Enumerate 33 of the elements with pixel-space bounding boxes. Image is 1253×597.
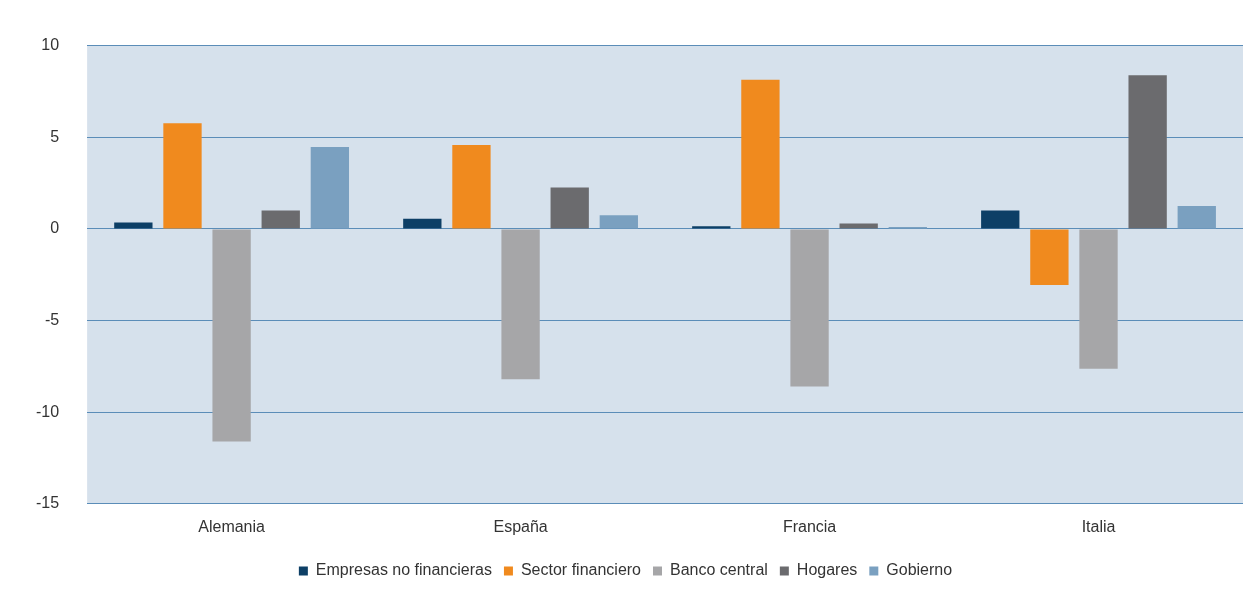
bar	[741, 79, 780, 229]
y-tick-label: -15	[36, 494, 60, 512]
y-tick-label: 0	[50, 219, 60, 237]
bar	[790, 229, 829, 387]
bar	[501, 229, 540, 380]
bar	[1030, 229, 1069, 285]
legend-label: Banco central	[670, 561, 768, 579]
bar	[114, 222, 153, 229]
y-tick-label: 10	[41, 36, 60, 54]
bar	[310, 146, 350, 229]
legend-label: Hogares	[796, 561, 858, 579]
bar	[981, 210, 1020, 229]
bar	[599, 215, 638, 229]
y-tick-label: -5	[44, 310, 60, 328]
x-tick-label: Francia	[782, 517, 837, 535]
bar	[261, 210, 300, 229]
bar	[452, 145, 491, 229]
x-tick-label: Alemania	[198, 517, 266, 535]
bar	[163, 123, 202, 229]
bar	[550, 187, 589, 229]
bar	[1128, 75, 1167, 229]
y-tick-label: -10	[36, 402, 60, 420]
x-tick-label: España	[493, 517, 548, 535]
bar	[403, 218, 442, 229]
bar	[212, 229, 251, 442]
bar	[839, 223, 878, 229]
bar	[1177, 205, 1216, 229]
y-tick-label: 5	[50, 127, 60, 145]
legend-label: Gobierno	[886, 561, 953, 579]
bar	[1079, 229, 1118, 369]
legend-label: Sector financiero	[520, 561, 642, 579]
legend-label: Empresas no financieras	[315, 561, 492, 579]
x-tick-label: Italia	[1081, 517, 1116, 535]
